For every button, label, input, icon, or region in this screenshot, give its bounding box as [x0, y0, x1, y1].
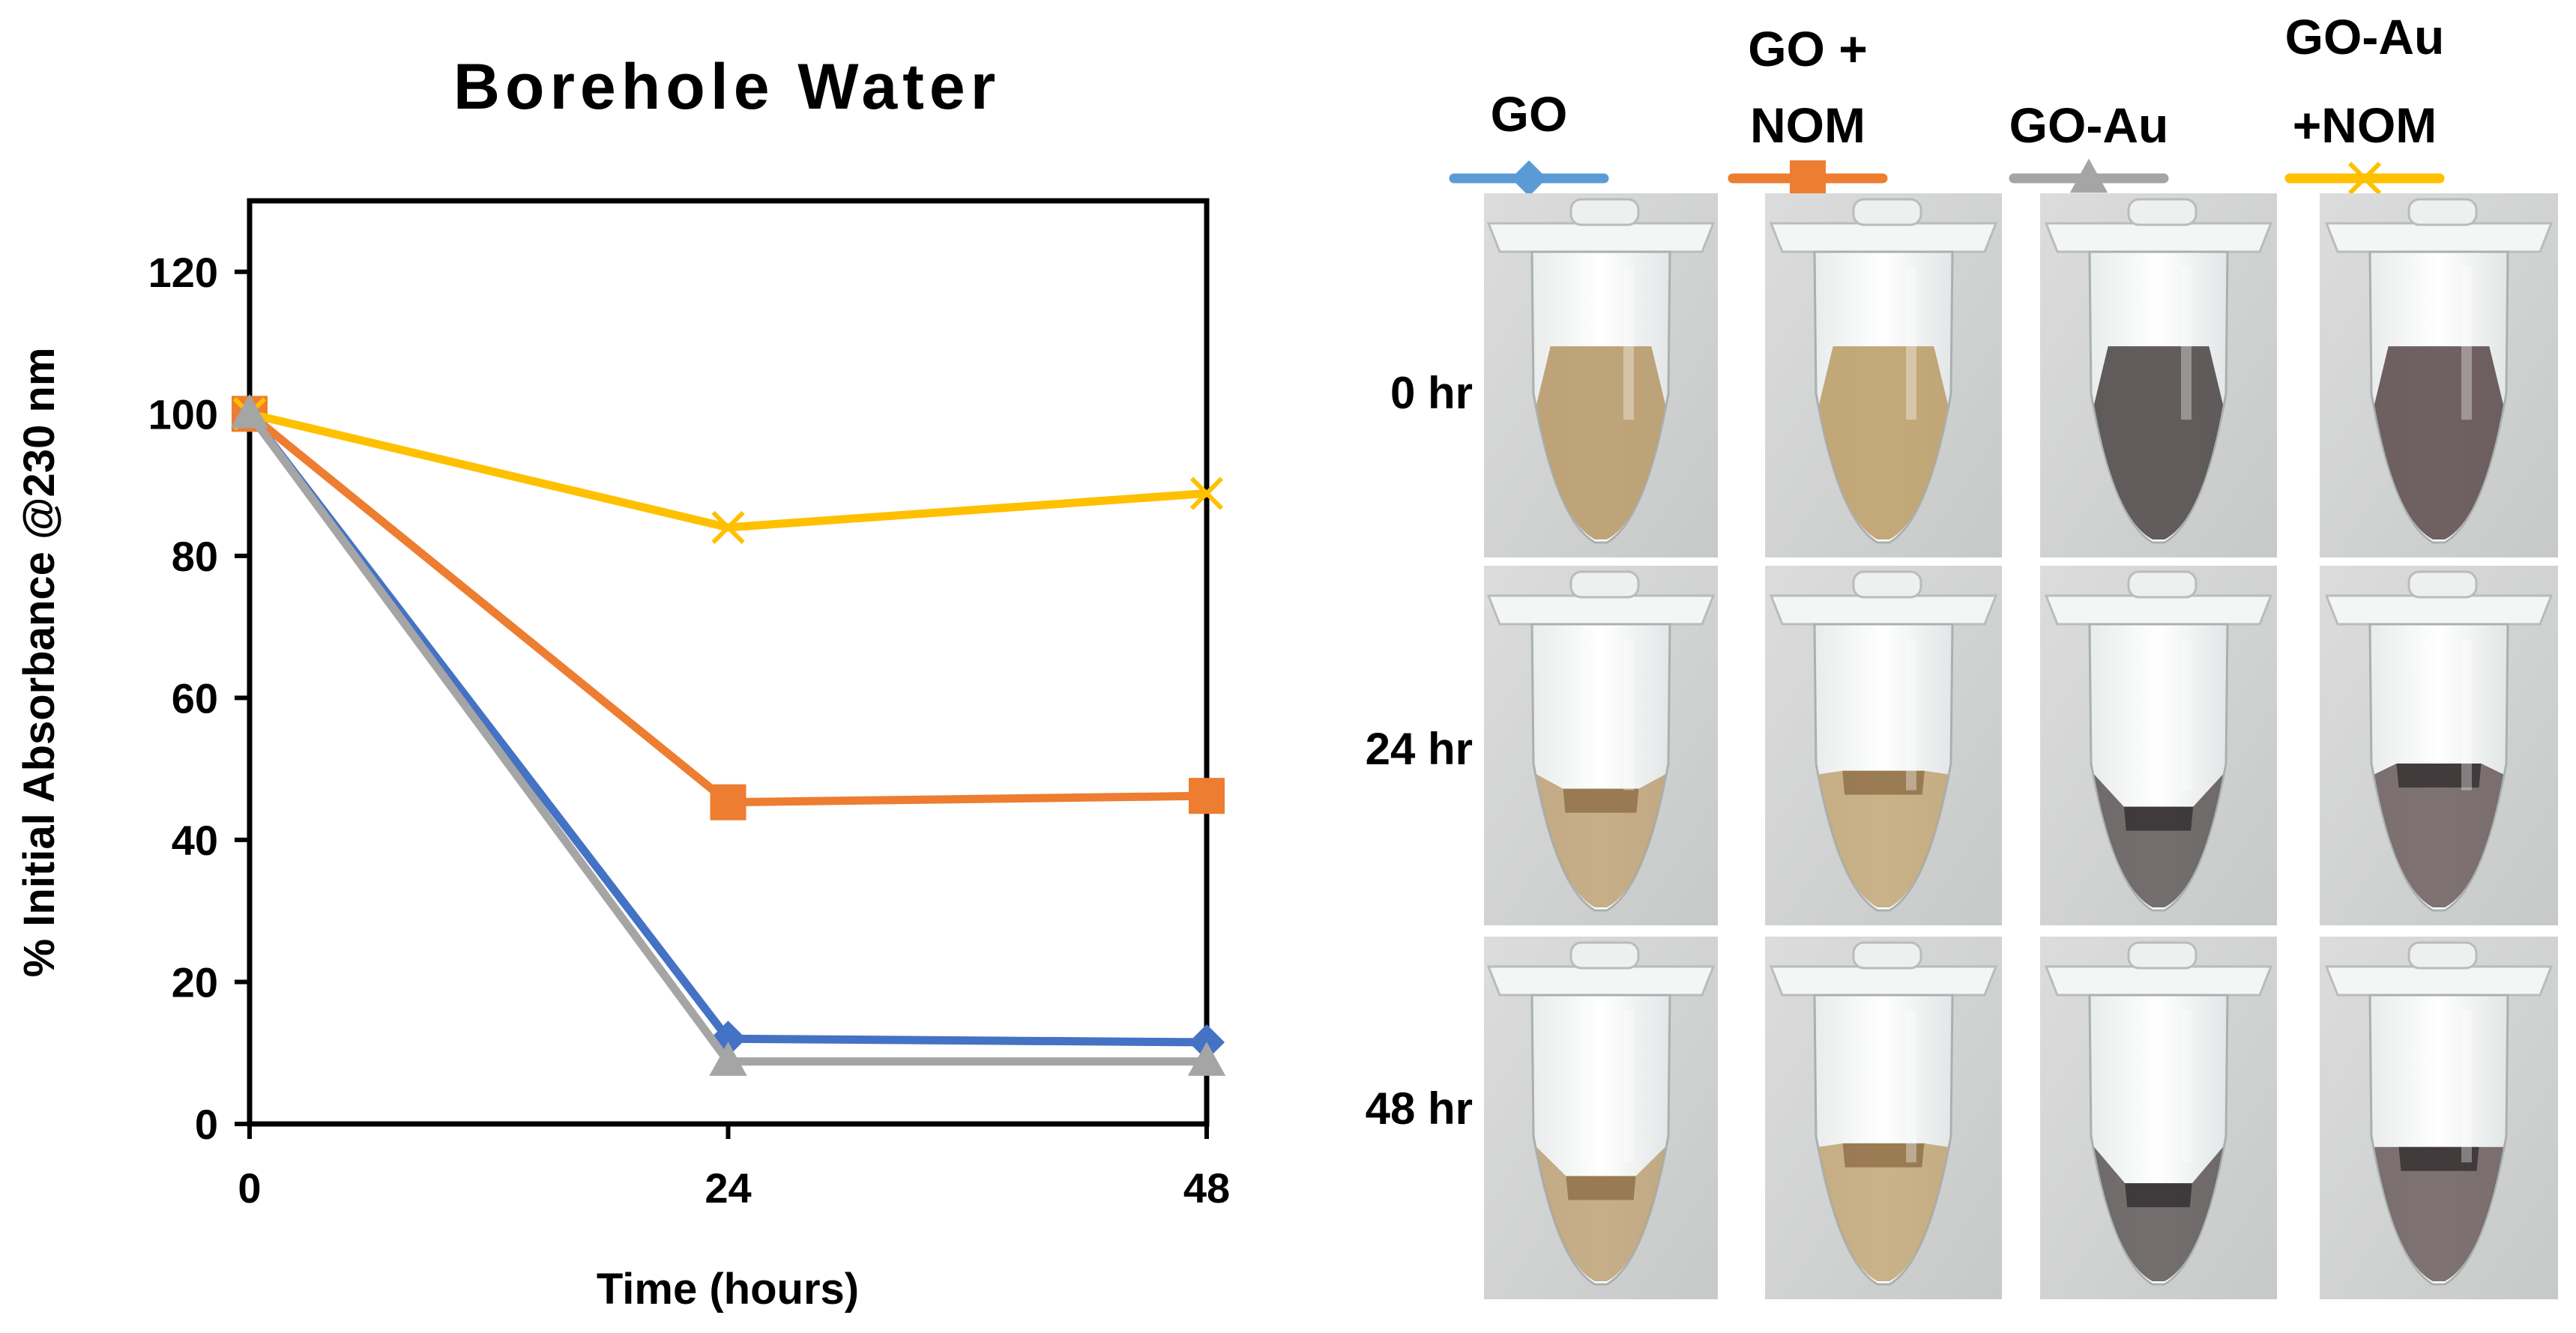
tube-photo: [1484, 566, 1718, 925]
column-label: NOM: [1750, 97, 1865, 153]
row-labels: 0 hr 24 hr 48 hr: [1366, 368, 1473, 1134]
x-axis-label: Time (hours): [597, 1265, 859, 1314]
tube-photo: [2320, 193, 2558, 557]
plot-area-frame: [247, 198, 1210, 1127]
series-go: [232, 396, 1225, 1061]
photo-panel: GO GO + NOM GO-Au GO-Au +NOM 0 hr 24 hr 48 hr: [1366, 9, 2558, 1299]
line-chart: Borehole Water 0 20 40 60 80 100 120 0 24 48 Tim…: [15, 51, 1230, 1314]
sediment-band: [2398, 1146, 2479, 1171]
sediment-band: [1842, 1143, 1925, 1167]
tube-liquid: [1819, 770, 1948, 907]
tube-photo: [1765, 566, 2002, 925]
tube-liquid: [2094, 1146, 2223, 1281]
series-line: [248, 409, 1207, 532]
tube-photo: [1765, 193, 2002, 557]
column-label: GO-Au: [2009, 97, 2169, 153]
sediment-band: [1563, 788, 1639, 813]
y-axis-ticks: 0 20 40 60 80 100 120: [148, 249, 250, 1148]
tube-liquid: [2374, 1146, 2503, 1281]
column-headers: GO GO + NOM GO-Au GO-Au +NOM: [1449, 9, 2445, 196]
x-tick-label: 24: [705, 1164, 751, 1212]
legend-marker: [1511, 160, 1547, 196]
y-tick-label: 100: [148, 390, 218, 438]
tube-photo: [2040, 566, 2277, 925]
sediment-band: [2123, 806, 2194, 831]
data-point-marker: [710, 784, 746, 820]
column-label: GO-Au: [2285, 9, 2445, 64]
tube-liquid: [1819, 1143, 1948, 1281]
y-tick-label: 0: [195, 1101, 218, 1148]
y-tick-label: 40: [172, 817, 218, 864]
series-line: [246, 411, 1207, 1066]
tube-photo: [1484, 937, 1718, 1299]
data-series-group: [230, 393, 1226, 1076]
row-label: 48 hr: [1366, 1083, 1473, 1134]
x-tick-label: 0: [238, 1164, 261, 1212]
tube-liquid: [2374, 346, 2503, 539]
y-tick-label: 20: [172, 958, 218, 1006]
series-go-nom: [232, 396, 1225, 820]
tube-liquid: [1536, 346, 1665, 539]
data-point-marker: [1189, 778, 1225, 814]
legend-marker: [1790, 160, 1826, 196]
data-point-marker: [1189, 477, 1224, 510]
y-tick-label: 60: [172, 674, 218, 722]
data-point-marker: [230, 393, 269, 429]
sediment-band: [1566, 1176, 1636, 1200]
tube-liquid: [1819, 346, 1948, 539]
legend-marker: [2347, 161, 2382, 196]
diamond-marker-icon: [1449, 160, 1609, 196]
y-tick-label: 80: [172, 533, 218, 580]
column-label: +NOM: [2293, 97, 2437, 153]
column-label: GO: [1491, 86, 1568, 142]
triangle-marker-icon: [2009, 158, 2169, 193]
tube-photo: [1484, 193, 1718, 557]
tube-photos: [1484, 193, 2558, 1299]
square-marker-icon: [1728, 160, 1888, 196]
tube-photo: [2040, 193, 2277, 557]
x-axis-ticks: 0 24 48: [238, 1124, 1230, 1212]
row-label: 24 hr: [1366, 724, 1473, 774]
tube-photo: [1765, 937, 2002, 1299]
sediment-band: [2125, 1183, 2192, 1208]
chart-title: Borehole Water: [453, 51, 1001, 123]
data-point-marker: [1187, 1042, 1226, 1076]
data-point-marker: [709, 1042, 747, 1076]
series-line: [246, 411, 1207, 1047]
row-label: 0 hr: [1390, 368, 1473, 418]
tube-photo: [2320, 566, 2558, 925]
tube-liquid: [2094, 346, 2223, 539]
y-axis-label: % Initial Absorbance @230 nm: [15, 348, 64, 978]
column-label: GO +: [1748, 21, 1868, 76]
y-tick-label: 120: [148, 249, 218, 296]
data-point-marker: [711, 510, 745, 545]
tube-photo: [2320, 937, 2558, 1299]
sediment-band: [2396, 764, 2482, 788]
x-tick-label: 48: [1183, 1164, 1230, 1212]
tube-liquid: [2374, 764, 2503, 907]
x-marker-icon: [2284, 161, 2445, 196]
legend-marker: [2069, 158, 2108, 193]
tube-photo: [2040, 937, 2277, 1299]
sediment-band: [1842, 770, 1925, 795]
series-go-au: [230, 393, 1226, 1076]
